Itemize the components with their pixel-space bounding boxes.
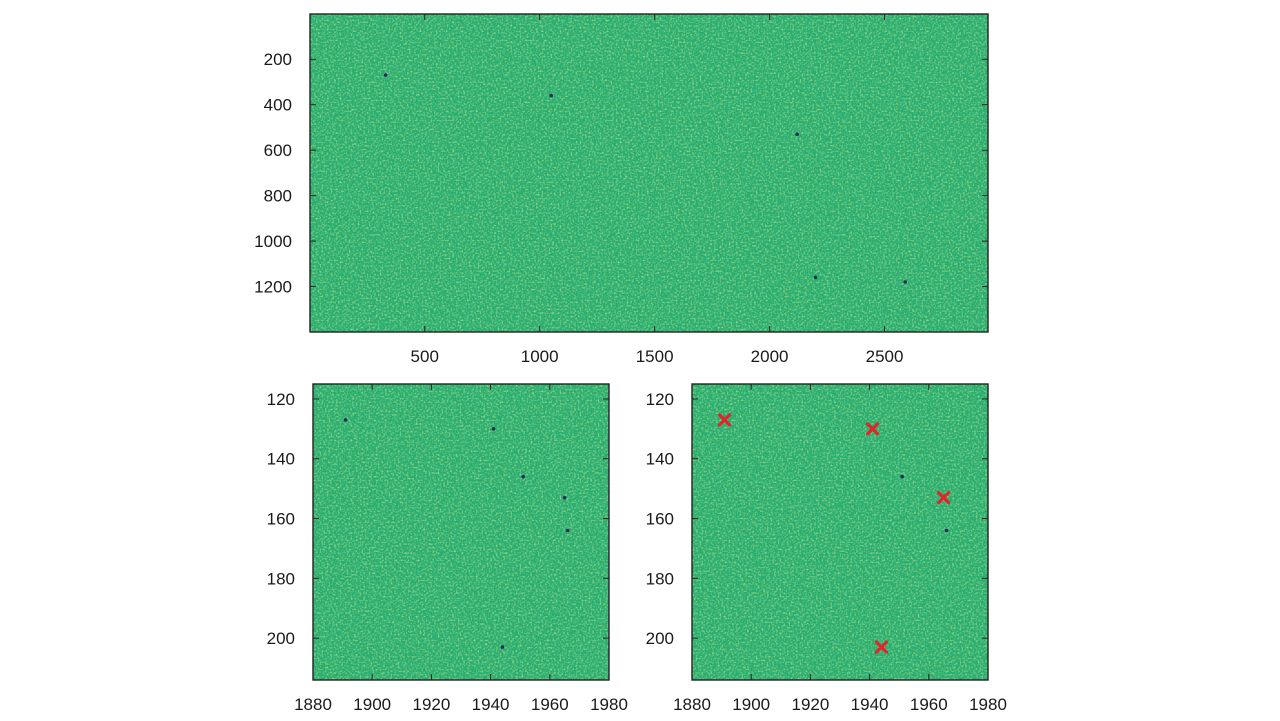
heatmap-texture-high	[310, 14, 988, 332]
heatmap-texture-high	[692, 384, 988, 680]
y-tick-label: 200	[646, 629, 674, 648]
detection-marker	[936, 491, 951, 505]
y-tick-label: 160	[267, 510, 295, 529]
dark-spot	[562, 495, 567, 500]
heatmap-panel-full: 500 1000 1500 2000 2500 200 400 600 800 1000 1200	[254, 13, 989, 366]
x-tick-label: 500	[411, 347, 439, 366]
x-tick-label: 1940	[472, 695, 510, 714]
y-tick-label: 200	[267, 629, 295, 648]
y-tick-label: 180	[646, 569, 674, 588]
x-tick-label: 1960	[531, 695, 569, 714]
x-tick-label: 1500	[636, 347, 674, 366]
dark-spot	[795, 132, 799, 137]
y-tick-label: 180	[267, 569, 295, 588]
y-tick-label: 1000	[254, 232, 292, 251]
dark-spot	[491, 427, 496, 431]
x-tick-label: 2000	[751, 347, 789, 366]
x-tick-label: 1880	[673, 695, 711, 714]
x-tick-label: 1980	[590, 695, 628, 714]
dark-spot	[565, 528, 570, 533]
x-tick-label: 2500	[866, 347, 904, 366]
y-tick-label: 140	[646, 450, 674, 469]
y-tick-label: 160	[646, 510, 674, 529]
heatmap-panel-zoom-marked: 1880 1900 1920 1940 1960 1980 120 140 160 180 200	[646, 383, 1007, 714]
y-tick-label: 140	[267, 450, 295, 469]
x-tick-label: 1980	[969, 695, 1007, 714]
x-tick-label: 1900	[732, 695, 770, 714]
dark-spot	[521, 474, 525, 479]
y-tick-label: 120	[267, 390, 295, 409]
x-tick-label: 1940	[851, 695, 889, 714]
x-tick-label: 1000	[521, 347, 559, 366]
y-tick-label: 800	[264, 187, 292, 206]
y-tick-label: 200	[264, 50, 292, 69]
y-tick-label: 1200	[254, 278, 292, 297]
dark-spot	[903, 280, 908, 284]
dark-spot	[813, 275, 818, 280]
axes-frame	[691, 383, 989, 681]
dark-spot	[383, 73, 388, 77]
heatmap-texture-high	[313, 384, 609, 680]
detection-marker	[717, 413, 732, 427]
x-tick-label: 1920	[412, 695, 450, 714]
axes-frame	[309, 13, 989, 333]
y-tick-label: 400	[264, 96, 292, 115]
y-tick-label: 600	[264, 141, 292, 160]
x-tick-label: 1920	[791, 695, 829, 714]
axes-frame	[312, 383, 610, 681]
x-tick-label: 1960	[910, 695, 948, 714]
x-tick-label: 1880	[294, 695, 332, 714]
detection-marker	[865, 422, 880, 436]
heatmap-panel-zoom: 1880 1900 1920 1940 1960 1980 120 140 160 180 200	[267, 383, 628, 714]
detection-marker	[874, 640, 889, 654]
y-tick-label: 120	[646, 390, 674, 409]
x-tick-label: 1900	[353, 695, 391, 714]
dark-spot	[900, 474, 904, 479]
dark-spot	[944, 528, 949, 533]
dark-spot	[343, 418, 348, 422]
dark-spot	[549, 93, 553, 98]
dark-spot	[500, 645, 505, 649]
